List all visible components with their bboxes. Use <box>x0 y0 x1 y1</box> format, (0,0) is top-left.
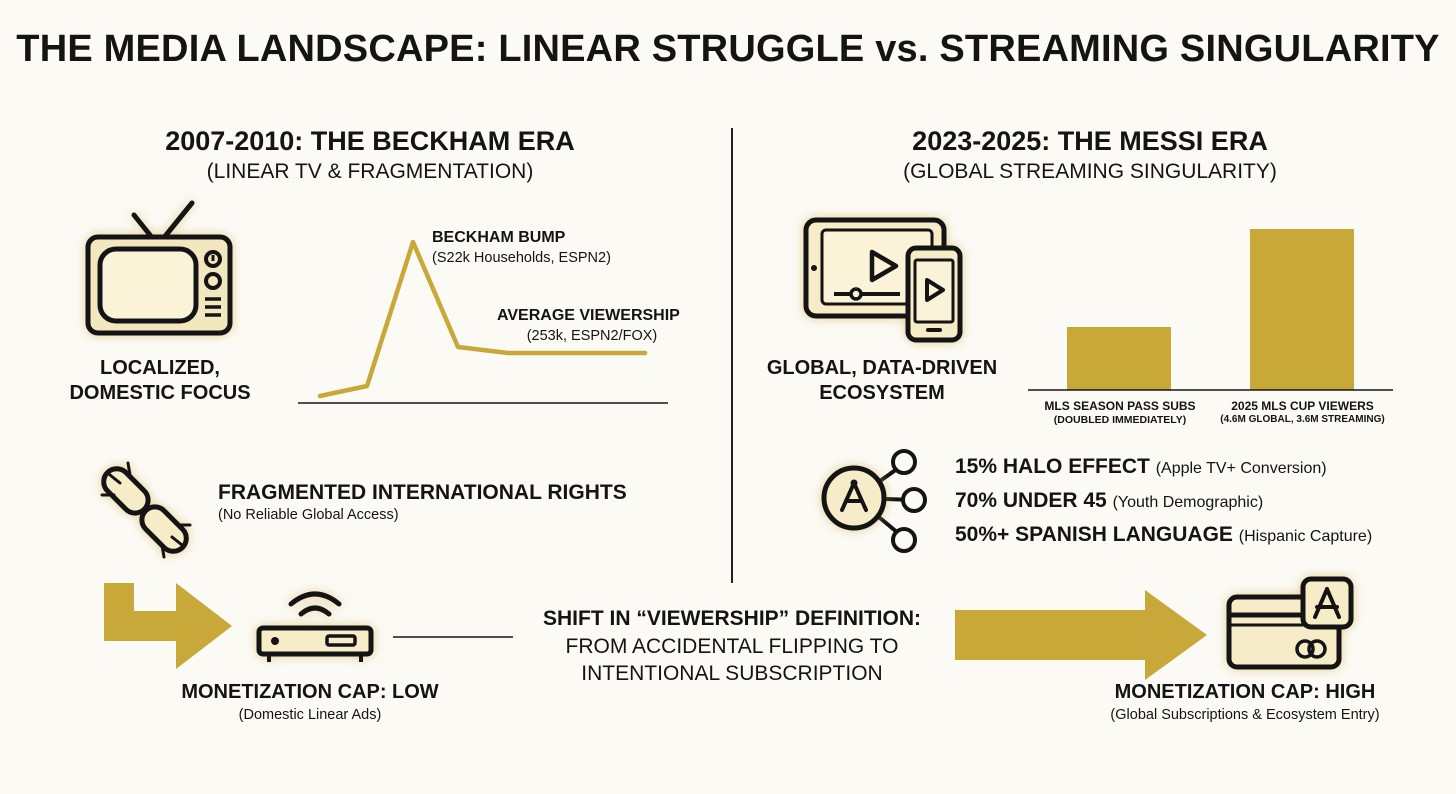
bent-arrow-icon <box>104 583 232 669</box>
stat-3-bold: 50%+ SPANISH LANGUAGE <box>955 523 1233 546</box>
bar1-detail: (DOUBLED IMMEDIATELY) <box>1053 414 1187 426</box>
broken-chain-icon <box>100 461 192 559</box>
right-era-title: 2023-2025: THE MESSI ERA <box>912 126 1268 156</box>
bar2-detail: (4.6M GLOBAL, 3.6M STREAMING) <box>1220 414 1385 425</box>
shift-line3: INTENTIONAL SUBSCRIPTION <box>581 662 883 685</box>
stat-2-detail: (Youth Demographic) <box>1112 494 1264 511</box>
bar1-label: MLS SEASON PASS SUBS <box>1044 399 1196 413</box>
bar2-label: 2025 MLS CUP VIEWERS <box>1231 399 1374 413</box>
shift-line2: FROM ACCIDENTAL FLIPPING TO <box>565 635 899 658</box>
stat-1-detail: (Apple TV+ Conversion) <box>1155 460 1327 477</box>
stat-2-bold: 70% UNDER 45 <box>955 489 1107 512</box>
left-era-subtitle: (LINEAR TV & FRAGMENTATION) <box>206 160 534 183</box>
shift-connector-left <box>393 636 513 638</box>
rights-title: FRAGMENTED INTERNATIONAL RIGHTS <box>218 481 627 504</box>
focus-label-line2: DOMESTIC FOCUS <box>69 382 251 404</box>
left-era-title: 2007-2010: THE BECKHAM ERA <box>165 126 575 156</box>
ecosystem-label-line2: ECOSYSTEM <box>819 382 945 404</box>
page-title: THE MEDIA LANDSCAPE: LINEAR STRUGGLE vs.… <box>16 28 1440 70</box>
app-store-card-icon <box>1226 576 1354 670</box>
network-share-icon <box>821 449 927 553</box>
left-monetization-detail: (Domestic Linear Ads) <box>238 707 382 723</box>
stat-1-bold: 15% HALO EFFECT <box>955 455 1150 478</box>
right-monetization-title: MONETIZATION CAP: HIGH <box>1114 681 1376 703</box>
stat-row-1: 15% HALO EFFECT (Apple TV+ Conversion) <box>955 455 1327 479</box>
arrow-icon <box>955 590 1207 680</box>
rights-detail: (No Reliable Global Access) <box>218 507 399 523</box>
viewership-line <box>317 239 648 399</box>
center-divider <box>731 128 733 583</box>
tablet-phone-icon <box>803 217 963 343</box>
ecosystem-label: GLOBAL, DATA-DRIVEN ECOSYSTEM <box>752 356 1012 406</box>
stat-3-detail: (Hispanic Capture) <box>1238 528 1373 545</box>
bump-detail: (S22k Households, ESPN2) <box>432 250 611 266</box>
bar-mls-cup <box>1250 229 1354 390</box>
bar-season-pass <box>1067 327 1171 390</box>
ecosystem-label-line1: GLOBAL, DATA-DRIVEN <box>766 357 998 379</box>
avg-detail: (253k, ESPN2/FOX) <box>526 328 658 344</box>
stat-row-3: 50%+ SPANISH LANGUAGE (Hispanic Capture) <box>955 523 1372 547</box>
stat-row-2: 70% UNDER 45 (Youth Demographic) <box>955 489 1263 513</box>
focus-label: LOCALIZED, DOMESTIC FOCUS <box>50 356 270 406</box>
right-era-subtitle: (GLOBAL STREAMING SINGULARITY) <box>903 160 1277 183</box>
bump-title: BECKHAM BUMP <box>432 229 566 246</box>
shift-line1: SHIFT IN “VIEWERSHIP” DEFINITION: <box>542 607 921 630</box>
right-monetization-detail: (Global Subscriptions & Ecosystem Entry) <box>1110 707 1380 723</box>
avg-title: AVERAGE VIEWERSHIP <box>497 307 680 324</box>
focus-label-line1: LOCALIZED, <box>100 357 220 379</box>
left-monetization-title: MONETIZATION CAP: LOW <box>181 681 439 703</box>
router-icon <box>256 591 374 662</box>
tv-icon <box>85 200 233 336</box>
